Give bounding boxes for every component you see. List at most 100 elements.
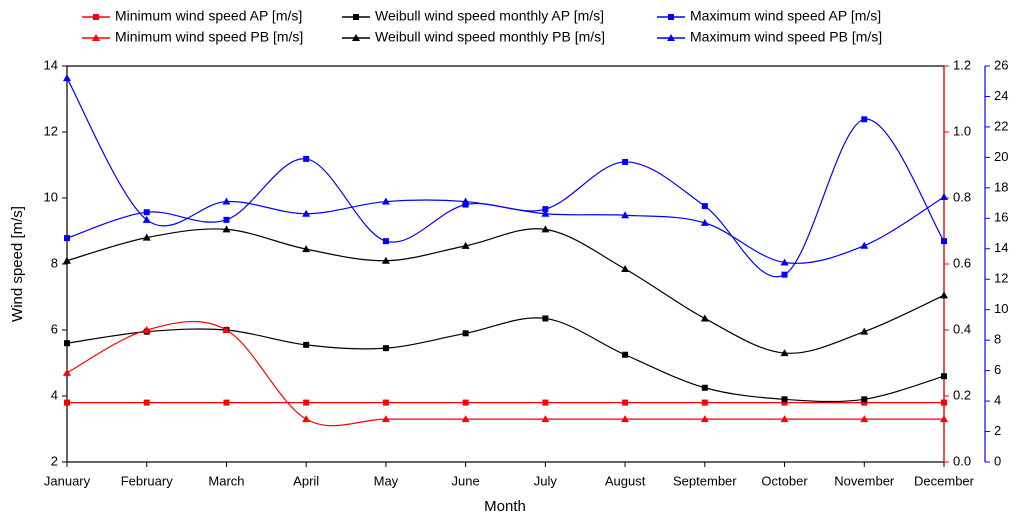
series-line <box>66 118 945 278</box>
marker <box>542 206 549 213</box>
marker <box>541 209 550 217</box>
marker <box>462 201 469 208</box>
y3-tick-label: 12 <box>994 271 1008 286</box>
marker <box>780 349 789 357</box>
marker <box>142 233 151 241</box>
legend-item: Maximum wind speed AP [m/s] <box>657 8 881 24</box>
marker <box>941 399 947 406</box>
marker <box>303 341 310 348</box>
marker <box>381 197 390 205</box>
legend-marker <box>668 14 674 20</box>
marker <box>622 351 629 358</box>
marker <box>542 399 549 406</box>
y3-tick-label: 24 <box>994 88 1008 103</box>
marker <box>622 158 629 165</box>
x-tick-label: March <box>208 473 244 488</box>
x-tick-label: July <box>534 473 558 488</box>
marker <box>780 415 789 423</box>
marker <box>781 271 788 278</box>
x-tick-label: December <box>914 473 975 488</box>
marker <box>461 415 470 423</box>
marker <box>622 399 629 406</box>
y-tick-label: 6 <box>51 321 58 336</box>
marker <box>541 415 550 423</box>
y-axis-title: Wind speed [m/s] <box>9 206 26 322</box>
marker <box>64 399 70 406</box>
marker <box>781 399 788 406</box>
legend-item: Maximum wind speed PB [m/s] <box>657 29 882 45</box>
marker <box>382 399 389 406</box>
marker <box>222 197 231 205</box>
marker <box>381 256 390 264</box>
marker <box>462 330 469 337</box>
marker <box>861 396 868 403</box>
y2-tick-label: 1.0 <box>953 123 971 138</box>
y3-tick-label: 8 <box>994 332 1001 347</box>
legend-item: Weibull wind speed monthly AP [m/s] <box>342 8 604 24</box>
legend-label: Minimum wind speed AP [m/s] <box>115 8 302 24</box>
y2-tick-label: 1.2 <box>953 57 971 72</box>
x-axis-title: Month <box>484 498 526 515</box>
marker <box>222 225 231 233</box>
marker <box>700 218 709 226</box>
marker <box>303 399 310 406</box>
y2-tick-label: 0.2 <box>953 387 971 402</box>
marker <box>302 415 311 423</box>
x-tick-label: September <box>673 473 737 488</box>
marker <box>781 396 788 403</box>
y-tick-label: 14 <box>44 57 58 72</box>
marker <box>143 209 150 216</box>
marker <box>461 241 470 249</box>
legend-marker <box>92 34 100 41</box>
y-tick-label: 12 <box>44 123 58 138</box>
y2-tick-label: 0.6 <box>953 255 971 270</box>
marker <box>302 245 311 253</box>
marker <box>621 415 630 423</box>
y3-tick-label: 6 <box>994 362 1001 377</box>
series-line <box>66 228 945 354</box>
marker <box>302 209 311 217</box>
marker <box>701 203 708 210</box>
marker <box>223 216 230 223</box>
marker <box>382 345 389 352</box>
legend-item: Minimum wind speed PB [m/s] <box>82 29 303 45</box>
x-tick-label: October <box>761 473 808 488</box>
marker <box>860 415 869 423</box>
marker <box>142 326 151 333</box>
marker <box>381 415 390 423</box>
y3-tick-label: 18 <box>994 179 1008 194</box>
marker <box>64 340 70 347</box>
marker <box>861 399 868 406</box>
x-tick-label: April <box>293 473 319 488</box>
y3-tick-label: 20 <box>994 149 1008 164</box>
y-tick-label: 4 <box>51 387 58 402</box>
marker <box>941 238 947 245</box>
x-tick-label: August <box>605 473 646 488</box>
marker <box>64 235 70 242</box>
marker <box>940 415 948 423</box>
y3-tick-label: 10 <box>994 301 1008 316</box>
y3-tick-label: 0 <box>994 453 1001 468</box>
series-line <box>66 317 945 403</box>
marker <box>621 211 630 219</box>
y3-tick-label: 26 <box>994 57 1008 72</box>
x-tick-label: February <box>121 473 174 488</box>
y2-tick-label: 0.0 <box>953 453 971 468</box>
x-tick-label: June <box>452 473 480 488</box>
y3-tick-label: 22 <box>994 118 1008 133</box>
y3-tick-label: 16 <box>994 210 1008 225</box>
marker <box>63 74 71 82</box>
marker <box>700 314 709 322</box>
marker <box>63 256 71 264</box>
marker <box>303 155 310 162</box>
y3-tick-label: 4 <box>994 393 1001 408</box>
marker <box>542 315 549 322</box>
series-line <box>66 320 944 427</box>
legend-label: Maximum wind speed AP [m/s] <box>690 8 881 24</box>
marker <box>780 258 789 266</box>
x-tick-label: November <box>834 473 895 488</box>
marker <box>701 384 708 391</box>
y-tick-label: 2 <box>51 453 58 468</box>
legend-marker <box>667 34 675 41</box>
marker <box>143 399 150 406</box>
